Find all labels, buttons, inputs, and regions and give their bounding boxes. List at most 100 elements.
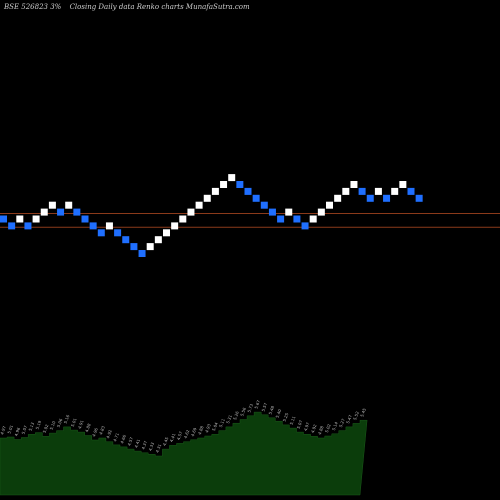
- brick-down: [358, 187, 366, 195]
- area-value-label: 4.97: [303, 421, 311, 432]
- area-value-label: 4.83: [98, 425, 106, 436]
- area-fill: [0, 411, 368, 496]
- area-value-label: 5.07: [20, 424, 28, 435]
- brick-up: [40, 208, 48, 216]
- renko-bricks: [0, 174, 423, 257]
- brick-up: [374, 187, 382, 195]
- area-value-label: 5.25: [282, 412, 290, 423]
- brick-up: [154, 236, 162, 244]
- brick-up: [228, 174, 236, 182]
- area-value-label: 5.52: [352, 410, 360, 421]
- brick-down: [366, 194, 374, 202]
- brick-down: [293, 215, 301, 223]
- brick-down: [260, 201, 268, 209]
- symbol-label: BSE 526823 3%: [4, 3, 62, 11]
- area-value-label: 5.13: [27, 421, 35, 432]
- bottom-area-panel: 4.97 5.01 4.96 5.07 5.13 5.19 5.02 5.10 5.06 5.16…: [0, 399, 368, 496]
- brick-up: [342, 187, 350, 195]
- brick-up: [48, 201, 56, 209]
- area-value-label: 5.06: [56, 417, 64, 428]
- brick-up: [163, 229, 170, 237]
- brick-up: [391, 187, 399, 195]
- brick-down: [57, 208, 65, 216]
- brick-up: [211, 187, 219, 195]
- area-value-label: 5.11: [289, 415, 297, 426]
- area-value-label: 5.56: [239, 406, 247, 417]
- area-value-label: 5.57: [260, 402, 268, 413]
- brick-up: [399, 181, 407, 188]
- brick-up: [285, 208, 293, 216]
- brick-up: [220, 181, 228, 188]
- brick-up: [171, 222, 179, 230]
- brick-up: [16, 215, 24, 223]
- area-value-label: 5.26: [232, 410, 240, 421]
- area-value-label: 5.27: [338, 417, 346, 428]
- area-value-label: 4.92: [310, 423, 318, 434]
- area-value-label: 4.91: [77, 419, 85, 430]
- area-value-label: 5.07: [296, 419, 304, 430]
- brick-down: [73, 208, 81, 216]
- area-value-label: 4.71: [112, 432, 120, 443]
- brick-up: [187, 208, 195, 216]
- chart-description: Closing Daily data Renko charts MunafaSu…: [69, 3, 250, 11]
- brick-up: [309, 215, 317, 223]
- brick-up: [105, 222, 113, 230]
- area-value-label: 5.02: [42, 423, 50, 434]
- brick-down: [114, 229, 122, 237]
- brick-up: [65, 201, 73, 209]
- brick-down: [268, 208, 276, 216]
- area-value-label: 5.73: [246, 403, 254, 414]
- brick-down: [81, 215, 89, 223]
- brick-up: [146, 243, 154, 251]
- brick-up: [195, 201, 203, 209]
- area-value-label: 4.57: [176, 430, 184, 441]
- brick-down: [138, 250, 146, 257]
- area-value-label: 4.88: [197, 425, 205, 436]
- brick-down: [89, 222, 97, 230]
- area-value-label: 4.92: [105, 429, 113, 440]
- brick-down: [24, 222, 32, 230]
- brick-down: [301, 222, 309, 230]
- area-value-label: 5.40: [275, 408, 283, 419]
- brick-up: [334, 194, 342, 202]
- brick-up: [350, 181, 358, 188]
- area-value-label: 4.31: [155, 443, 163, 454]
- brick-down: [277, 215, 285, 223]
- area-value-label: 4.41: [133, 438, 141, 449]
- brick-down: [407, 187, 415, 195]
- area-value-label: 5.19: [35, 419, 43, 430]
- brick-up: [179, 215, 187, 223]
- area-value-label: 5.48: [267, 405, 275, 416]
- area-value-label: 4.62: [183, 429, 191, 440]
- brick-down: [97, 229, 105, 237]
- area-value-label: 4.66: [119, 434, 127, 445]
- brick-up: [317, 208, 325, 216]
- area-value-label: 4.33: [147, 441, 155, 452]
- brick-down: [8, 222, 16, 230]
- area-value-label: 5.01: [6, 424, 14, 435]
- brick-down: [0, 215, 7, 223]
- area-value-label: 4.41: [169, 432, 177, 443]
- brick-down: [244, 187, 252, 195]
- chart-title: BSE 526823 3% Closing Daily data Renko c…: [4, 3, 250, 11]
- area-value-label: 4.88: [317, 425, 325, 436]
- area-value-label: 5.45: [359, 407, 367, 418]
- brick-down: [130, 243, 138, 251]
- area-value-label: 4.37: [140, 440, 148, 451]
- area-value-label: 4.96: [13, 426, 21, 437]
- brick-up: [326, 201, 333, 209]
- reference-lines: [0, 212, 500, 228]
- area-value-label: 5.14: [331, 421, 339, 432]
- brick-down: [383, 194, 391, 202]
- brick-down: [415, 194, 423, 202]
- area-value-label: 5.11: [218, 417, 226, 428]
- area-value-label: 4.97: [0, 425, 7, 436]
- area-value-label: 4.96: [91, 427, 99, 438]
- area-value-label: 5.01: [70, 417, 78, 428]
- area-value-label: 5.02: [324, 423, 332, 434]
- area-value-label: 4.93: [204, 423, 212, 434]
- brick-down: [122, 236, 130, 244]
- area-value-label: 5.10: [49, 420, 57, 431]
- area-value-label: 4.57: [126, 436, 134, 447]
- area-value-label: 4.69: [190, 427, 198, 438]
